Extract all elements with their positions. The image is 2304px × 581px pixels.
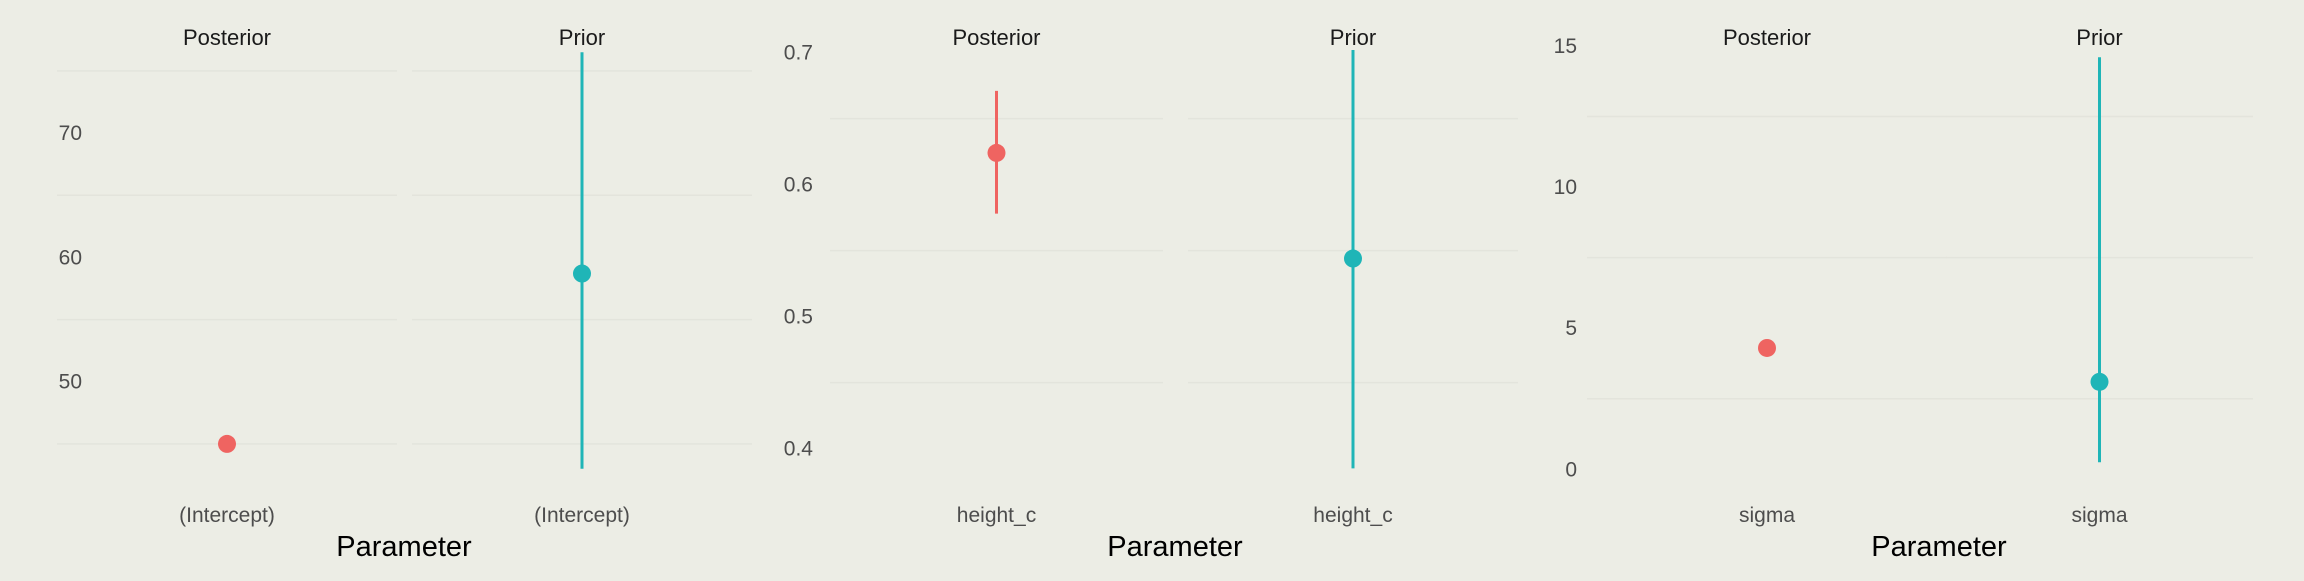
point-estimate: [573, 264, 591, 283]
x-tick-label: height_c: [957, 504, 1036, 527]
facet-strip-label: Posterior: [952, 25, 1040, 50]
x-tick-label: sigma: [1739, 504, 1795, 527]
point-estimate: [1344, 249, 1362, 268]
y-tick-label: 10: [1554, 176, 1577, 199]
x-tick-label: height_c: [1313, 504, 1392, 527]
x-tick-label: (Intercept): [179, 504, 275, 527]
y-tick-label: 0: [1565, 458, 1577, 481]
y-tick-label: 15: [1554, 35, 1577, 58]
y-tick-label: 60: [59, 246, 82, 269]
x-axis-title: Parameter: [336, 531, 472, 563]
y-tick-label: 5: [1565, 317, 1577, 340]
x-tick-label: sigma: [2071, 504, 2127, 527]
x-axis-title: Parameter: [1871, 531, 2007, 563]
y-tick-label: 0.7: [784, 42, 813, 65]
y-tick-label: 70: [59, 122, 82, 145]
point-estimate: [2090, 372, 2109, 391]
y-tick-label: 0.5: [784, 306, 813, 329]
y-tick-label: 50: [59, 371, 82, 394]
point-estimate: [1758, 338, 1776, 357]
facet-strip-label: Posterior: [183, 25, 271, 50]
facet-strip-label: Prior: [1330, 25, 1376, 50]
y-tick-label: 0.6: [784, 174, 813, 197]
point-estimate: [987, 143, 1006, 162]
x-axis-title: Parameter: [1107, 531, 1243, 563]
facet-strip-label: Prior: [559, 25, 605, 50]
point-estimate: [218, 434, 236, 453]
x-tick-label: (Intercept): [534, 504, 630, 527]
y-tick-label: 0.4: [784, 438, 814, 461]
facet-strip-label: Prior: [2076, 25, 2122, 50]
facet-strip-label: Posterior: [1723, 25, 1811, 50]
